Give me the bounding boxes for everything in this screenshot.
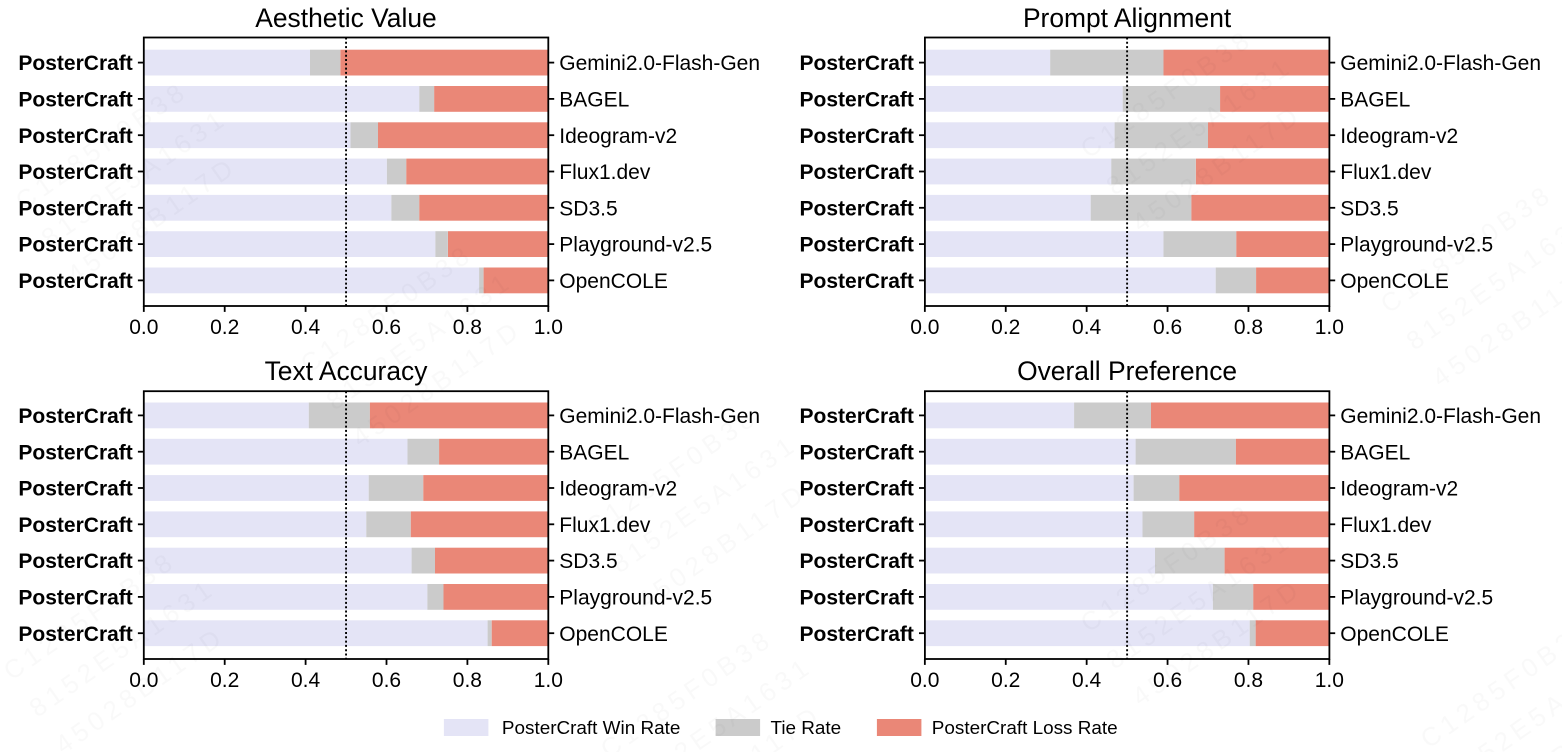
svg-text:Text Accuracy: Text Accuracy — [265, 356, 429, 386]
svg-text:SD3.5: SD3.5 — [559, 550, 617, 573]
svg-text:OpenCOLE: OpenCOLE — [1340, 623, 1449, 646]
svg-text:Flux1.dev: Flux1.dev — [559, 161, 651, 184]
svg-text:Ideogram-v2: Ideogram-v2 — [559, 478, 677, 501]
svg-text:PosterCraft Loss Rate: PosterCraft Loss Rate — [932, 718, 1118, 739]
svg-text:PosterCraft: PosterCraft — [800, 89, 914, 112]
svg-text:BAGEL: BAGEL — [559, 441, 629, 464]
svg-text:0.8: 0.8 — [1234, 669, 1263, 692]
svg-text:PosterCraft: PosterCraft — [800, 514, 914, 537]
svg-text:PosterCraft: PosterCraft — [800, 587, 914, 610]
svg-text:Gemini2.0-Flash-Gen: Gemini2.0-Flash-Gen — [1340, 52, 1541, 75]
svg-text:SD3.5: SD3.5 — [1340, 197, 1398, 220]
svg-text:SD3.5: SD3.5 — [559, 197, 617, 220]
svg-text:PosterCraft: PosterCraft — [800, 550, 914, 573]
svg-text:Gemini2.0-Flash-Gen: Gemini2.0-Flash-Gen — [1340, 405, 1541, 428]
svg-text:PosterCraft: PosterCraft — [18, 270, 132, 293]
svg-text:PosterCraft: PosterCraft — [18, 89, 132, 112]
svg-text:Overall Preference: Overall Preference — [1017, 356, 1237, 386]
svg-text:Ideogram-v2: Ideogram-v2 — [1340, 125, 1458, 148]
svg-text:PosterCraft: PosterCraft — [18, 587, 132, 610]
svg-text:OpenCOLE: OpenCOLE — [559, 623, 668, 646]
svg-text:0.2: 0.2 — [991, 669, 1020, 692]
svg-text:Ideogram-v2: Ideogram-v2 — [559, 125, 677, 148]
svg-text:0.6: 0.6 — [1153, 316, 1182, 339]
svg-text:Flux1.dev: Flux1.dev — [1340, 514, 1432, 537]
svg-text:0.6: 0.6 — [372, 669, 401, 692]
svg-text:PosterCraft: PosterCraft — [18, 234, 132, 257]
svg-text:PosterCraft: PosterCraft — [18, 478, 132, 501]
svg-text:Flux1.dev: Flux1.dev — [1340, 161, 1432, 184]
svg-text:OpenCOLE: OpenCOLE — [1340, 270, 1449, 293]
svg-text:1.0: 1.0 — [1315, 669, 1344, 692]
svg-text:PosterCraft: PosterCraft — [18, 125, 132, 148]
svg-text:Playground-v2.5: Playground-v2.5 — [1340, 587, 1493, 610]
svg-text:PosterCraft: PosterCraft — [18, 514, 132, 537]
svg-text:0.4: 0.4 — [1072, 316, 1102, 339]
svg-text:Playground-v2.5: Playground-v2.5 — [559, 587, 712, 610]
svg-text:Prompt Alignment: Prompt Alignment — [1023, 3, 1232, 33]
svg-text:1.0: 1.0 — [1315, 316, 1344, 339]
svg-text:Aesthetic Value: Aesthetic Value — [255, 3, 436, 33]
svg-text:0.8: 0.8 — [453, 316, 482, 339]
svg-text:PosterCraft: PosterCraft — [18, 405, 132, 428]
svg-text:0.6: 0.6 — [1153, 669, 1182, 692]
svg-text:PosterCraft Win Rate: PosterCraft Win Rate — [502, 718, 680, 739]
svg-text:BAGEL: BAGEL — [1340, 441, 1410, 464]
svg-text:PosterCraft: PosterCraft — [800, 270, 914, 293]
svg-text:SD3.5: SD3.5 — [1340, 550, 1398, 573]
svg-text:PosterCraft: PosterCraft — [800, 478, 914, 501]
svg-text:Flux1.dev: Flux1.dev — [559, 514, 651, 537]
svg-text:PosterCraft: PosterCraft — [800, 197, 914, 220]
svg-text:0.0: 0.0 — [129, 669, 158, 692]
svg-text:0.0: 0.0 — [910, 669, 939, 692]
svg-text:Gemini2.0-Flash-Gen: Gemini2.0-Flash-Gen — [559, 405, 760, 428]
svg-text:Playground-v2.5: Playground-v2.5 — [559, 234, 712, 257]
svg-text:0.6: 0.6 — [372, 316, 401, 339]
svg-text:Gemini2.0-Flash-Gen: Gemini2.0-Flash-Gen — [559, 52, 760, 75]
svg-text:0.4: 0.4 — [291, 316, 321, 339]
svg-text:PosterCraft: PosterCraft — [800, 441, 914, 464]
svg-text:PosterCraft: PosterCraft — [18, 197, 132, 220]
svg-text:1.0: 1.0 — [534, 316, 563, 339]
svg-text:PosterCraft: PosterCraft — [18, 441, 132, 464]
svg-text:BAGEL: BAGEL — [559, 89, 629, 112]
svg-text:PosterCraft: PosterCraft — [18, 623, 132, 646]
svg-text:0.4: 0.4 — [1072, 669, 1102, 692]
svg-text:0.4: 0.4 — [291, 669, 321, 692]
svg-text:0.2: 0.2 — [210, 669, 239, 692]
svg-text:PosterCraft: PosterCraft — [800, 52, 914, 75]
svg-text:0.2: 0.2 — [210, 316, 239, 339]
svg-text:PosterCraft: PosterCraft — [18, 52, 132, 75]
svg-text:0.8: 0.8 — [453, 669, 482, 692]
svg-text:PosterCraft: PosterCraft — [800, 405, 914, 428]
svg-text:PosterCraft: PosterCraft — [800, 125, 914, 148]
svg-text:BAGEL: BAGEL — [1340, 89, 1410, 112]
svg-text:0.2: 0.2 — [991, 316, 1020, 339]
svg-text:PosterCraft: PosterCraft — [18, 550, 132, 573]
svg-text:PosterCraft: PosterCraft — [800, 234, 914, 257]
svg-text:PosterCraft: PosterCraft — [18, 161, 132, 184]
svg-text:PosterCraft: PosterCraft — [800, 623, 914, 646]
svg-text:0.0: 0.0 — [910, 316, 939, 339]
svg-text:Playground-v2.5: Playground-v2.5 — [1340, 234, 1493, 257]
svg-text:0.8: 0.8 — [1234, 316, 1263, 339]
svg-text:OpenCOLE: OpenCOLE — [559, 270, 668, 293]
svg-text:0.0: 0.0 — [129, 316, 158, 339]
svg-text:Tie Rate: Tie Rate — [771, 718, 842, 739]
svg-text:Ideogram-v2: Ideogram-v2 — [1340, 478, 1458, 501]
svg-text:PosterCraft: PosterCraft — [800, 161, 914, 184]
svg-text:1.0: 1.0 — [534, 669, 563, 692]
